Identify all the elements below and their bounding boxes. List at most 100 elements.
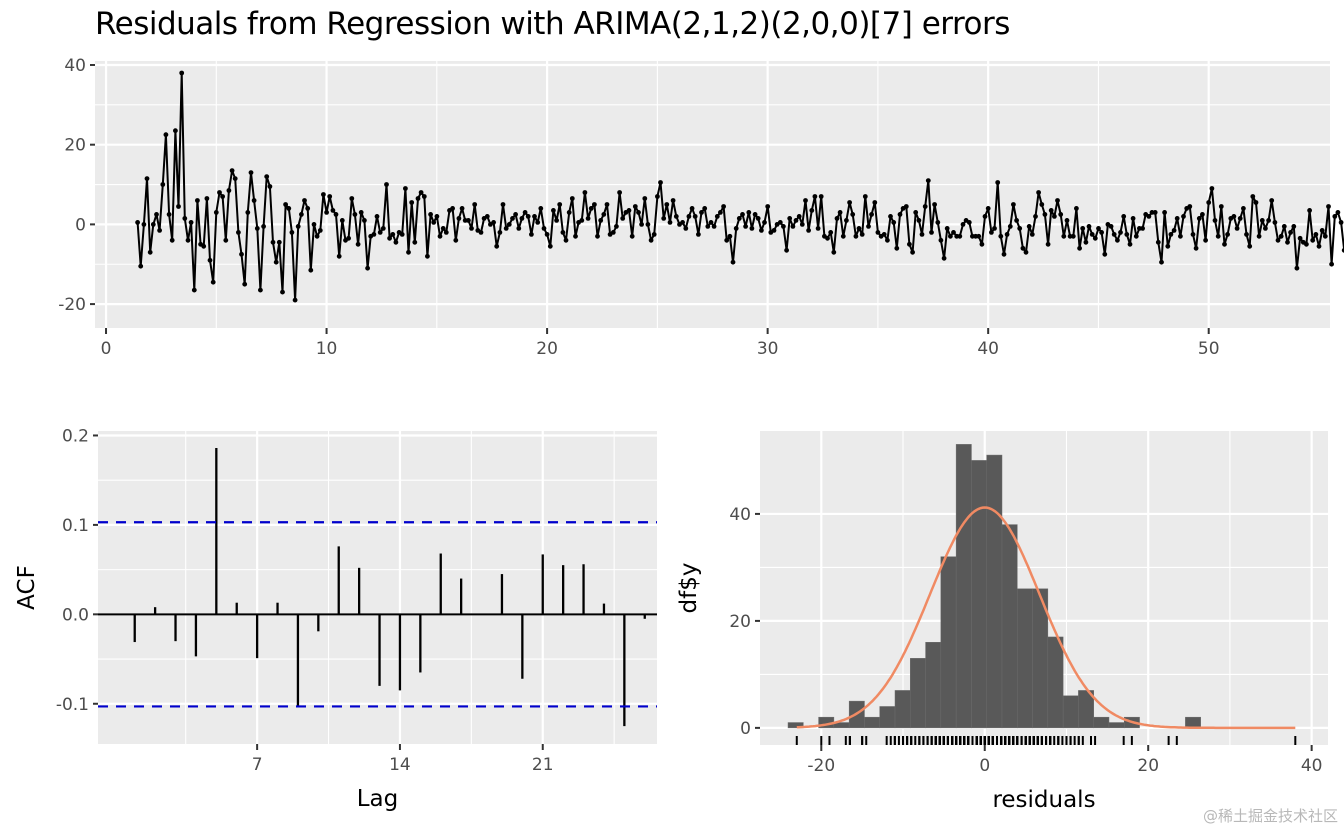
residual-point	[560, 230, 566, 235]
residual-point	[673, 214, 679, 219]
residual-point	[989, 230, 994, 235]
residual-point	[721, 204, 726, 209]
residual-point	[828, 230, 834, 235]
residual-point	[431, 220, 437, 225]
residual-point	[226, 188, 232, 193]
residual-point	[371, 232, 377, 237]
residual-point	[1042, 212, 1048, 217]
residual-point	[1250, 194, 1256, 199]
residual-point	[150, 222, 156, 227]
x-tick-label: 0	[101, 339, 112, 359]
residual-point	[519, 216, 525, 221]
residual-point	[869, 212, 874, 217]
y-tick-label: 40	[729, 505, 751, 525]
residual-point	[510, 216, 515, 221]
residual-point	[185, 237, 191, 243]
residual-point	[532, 214, 537, 219]
residual-point	[1288, 230, 1293, 235]
residual-point	[138, 263, 144, 269]
residual-point	[617, 190, 622, 195]
y-tick-label: 20	[729, 612, 751, 632]
residual-point	[796, 214, 802, 219]
x-tick-label: 40	[1301, 756, 1323, 776]
residual-point	[724, 237, 730, 243]
residual-point	[264, 174, 270, 180]
residual-point	[1080, 226, 1086, 231]
residual-point	[236, 230, 241, 235]
y-tick-label: 40	[64, 56, 86, 76]
residual-point	[888, 214, 893, 219]
residual-point	[336, 253, 342, 259]
residual-point	[204, 196, 210, 201]
residual-point	[1026, 224, 1032, 229]
residual-point	[349, 196, 355, 201]
residual-point	[267, 184, 273, 189]
y-tick-label: -20	[58, 295, 86, 315]
residual-point	[850, 212, 856, 217]
residual-point	[459, 206, 465, 211]
x-tick-label: -20	[807, 756, 835, 776]
residual-point	[1190, 232, 1196, 237]
residual-point	[1074, 206, 1079, 211]
residual-point	[1278, 233, 1284, 239]
residual-point	[1322, 233, 1328, 239]
residual-point	[453, 237, 459, 243]
residual-point	[535, 220, 541, 225]
residual-point	[636, 210, 641, 215]
x-tick-label: 7	[252, 755, 263, 775]
chart-title: Residuals from Regression with ARIMA(2,1…	[95, 6, 1010, 42]
residual-point	[894, 245, 900, 251]
residual-point	[223, 237, 229, 243]
residual-point	[1020, 245, 1026, 251]
residual-point	[897, 212, 903, 217]
residual-point	[188, 220, 194, 225]
residual-point	[1029, 232, 1035, 237]
residual-point	[500, 202, 506, 207]
residual-point	[220, 194, 226, 199]
histogram-bar	[1078, 690, 1094, 729]
residual-point	[1011, 202, 1016, 207]
residual-point	[456, 216, 462, 221]
residual-point	[1033, 214, 1038, 219]
residual-point	[985, 206, 991, 211]
residual-point	[374, 214, 380, 219]
residual-point	[922, 204, 928, 209]
residual-point	[529, 232, 534, 237]
residual-point	[1326, 204, 1331, 209]
normal-density-curve	[796, 506, 1296, 730]
residual-point	[784, 247, 789, 253]
residual-point	[765, 204, 771, 209]
residual-point	[840, 233, 846, 239]
residual-point	[803, 198, 808, 203]
residual-point	[598, 218, 604, 223]
y-axis-label: ACF	[14, 565, 40, 610]
residual-point	[944, 226, 950, 231]
residual-point	[825, 235, 830, 241]
x-tick-label: 20	[536, 339, 558, 359]
residual-point	[352, 212, 358, 217]
residual-point	[179, 70, 185, 76]
residual-point	[213, 210, 219, 215]
residual-point	[387, 235, 392, 241]
residual-point	[1055, 198, 1060, 203]
residual-point	[648, 237, 654, 243]
residual-point	[661, 216, 667, 221]
residual-point	[437, 233, 443, 239]
residual-point	[771, 228, 777, 233]
residual-point	[651, 232, 657, 237]
residual-point	[1086, 224, 1092, 229]
histogram-bar	[986, 454, 1003, 729]
residual-point	[752, 212, 758, 217]
residual-point	[330, 208, 336, 213]
residual-point	[1316, 243, 1322, 249]
residual-point	[1218, 204, 1224, 209]
residual-point	[248, 170, 254, 176]
residual-point	[759, 228, 764, 233]
residual-point	[147, 249, 153, 255]
residual-point	[1310, 237, 1316, 243]
residual-point	[916, 218, 922, 223]
residual-point	[610, 230, 616, 235]
residual-point	[321, 192, 326, 197]
residual-point	[573, 233, 578, 239]
residual-point	[1241, 206, 1246, 211]
